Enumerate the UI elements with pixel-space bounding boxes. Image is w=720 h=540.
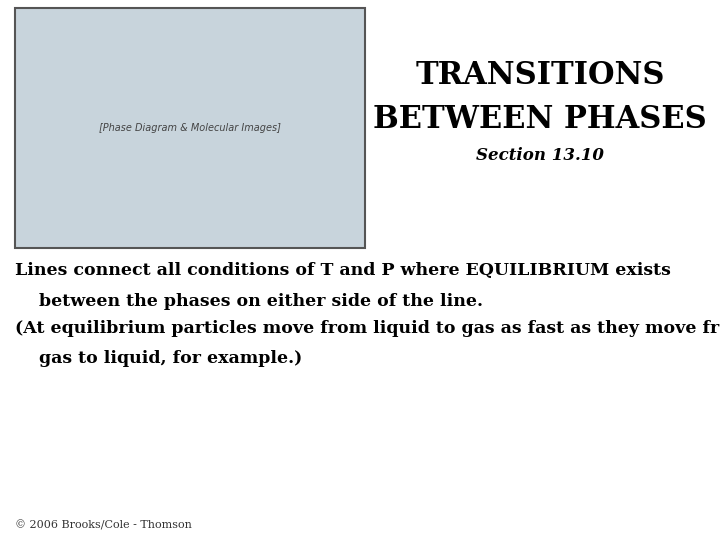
Text: Lines connect all conditions of T and P where EQUILIBRIUM exists: Lines connect all conditions of T and P …: [15, 262, 671, 279]
Text: gas to liquid, for example.): gas to liquid, for example.): [15, 350, 302, 367]
Text: between the phases on either side of the line.: between the phases on either side of the…: [15, 293, 483, 310]
Text: TRANSITIONS: TRANSITIONS: [415, 59, 665, 91]
Text: © 2006 Brooks/Cole - Thomson: © 2006 Brooks/Cole - Thomson: [15, 520, 192, 530]
Text: (At equilibrium particles move from liquid to gas as fast as they move from: (At equilibrium particles move from liqu…: [15, 320, 720, 337]
Text: BETWEEN PHASES: BETWEEN PHASES: [373, 105, 707, 136]
Bar: [15, 8, 365, 248]
Text: Section 13.10: Section 13.10: [476, 146, 604, 164]
Text: [Phase Diagram & Molecular Images]: [Phase Diagram & Molecular Images]: [99, 123, 281, 133]
